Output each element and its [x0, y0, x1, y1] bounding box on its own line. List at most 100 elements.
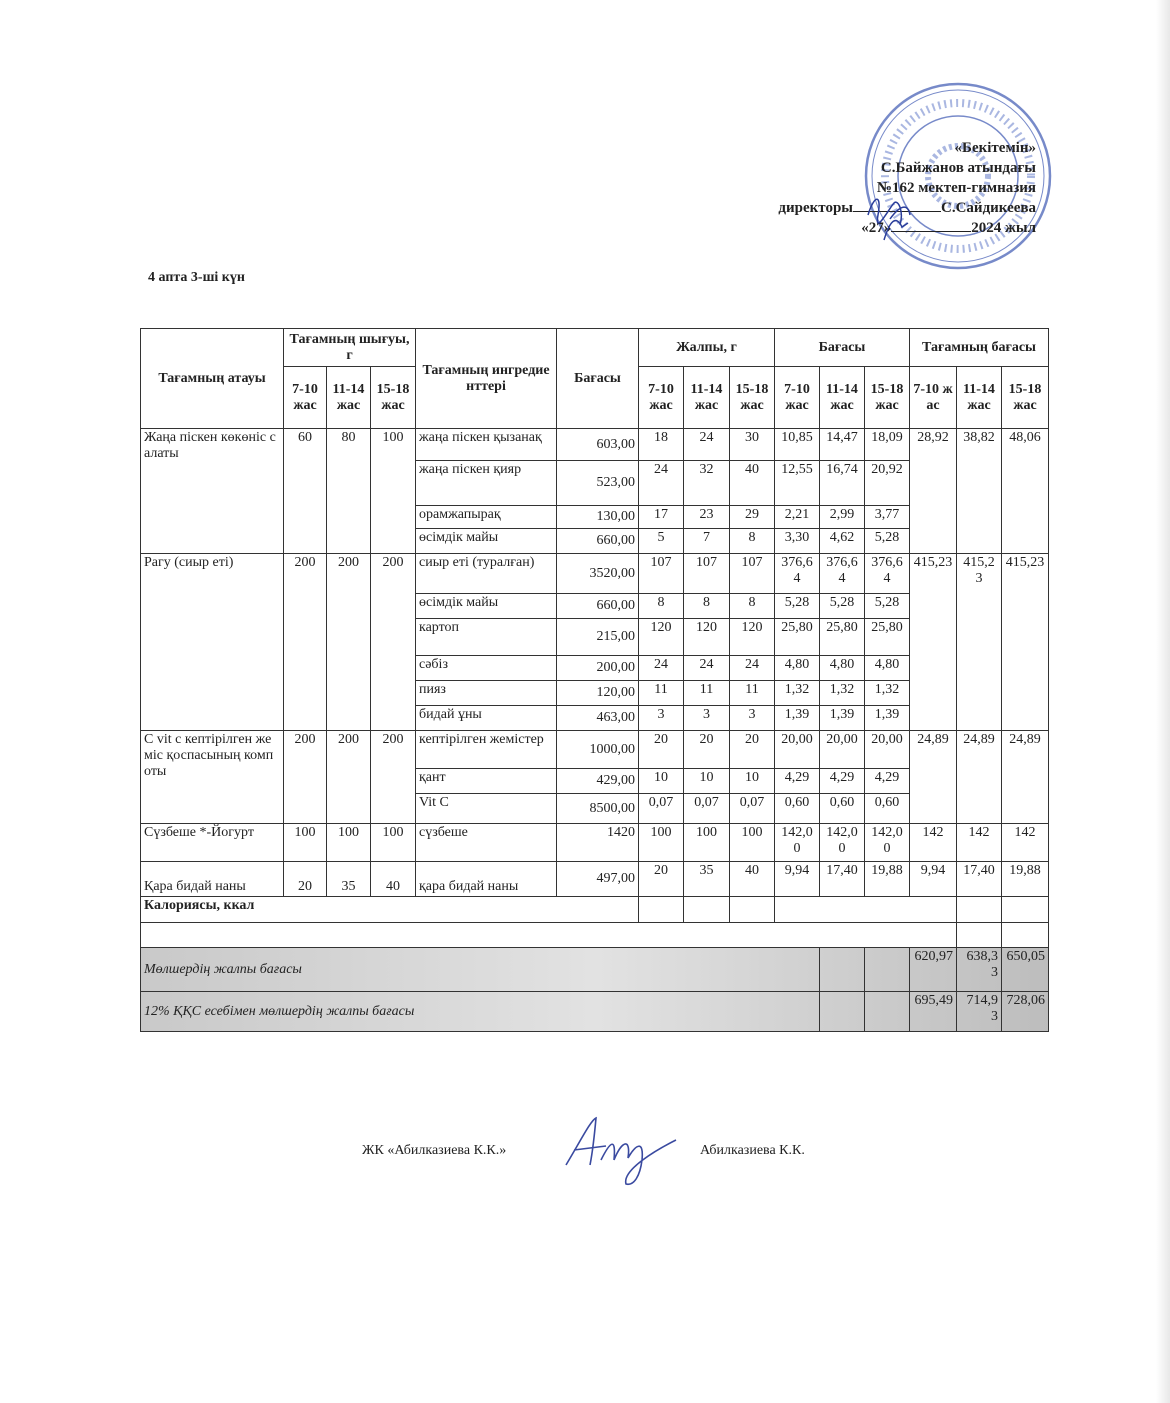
ingredient-gross: 11: [729, 680, 775, 706]
table-row: қант 429,00 10 10 10 4,29 4,29 4,29: [141, 768, 1049, 794]
ingredient-name: жаңа піскен қызанақ: [415, 428, 557, 461]
ingredient-gross: 3: [683, 705, 730, 731]
ingredient-cost: 376,64: [864, 553, 910, 594]
table-row: картоп 215,00 120 120 120 25,80 25,80 25,80: [141, 618, 1049, 656]
calories-label: Калориясы, ккал: [140, 896, 639, 923]
header-age-cost: 15-18 жас: [864, 366, 910, 429]
header-gross: Жалпы, г: [638, 328, 775, 367]
empty-cell: [774, 896, 957, 923]
ingredient-name: бидай ұны: [415, 705, 557, 731]
table-row: жаңа піскен қияр 523,00 24 32 40 12,55 16,74 20…: [141, 460, 1049, 506]
empty-cell: [864, 991, 910, 1032]
ingredient-cost: 4,29: [864, 768, 910, 794]
dish-output: 200: [370, 730, 416, 824]
header-age-gross: 15-18 жас: [729, 366, 775, 429]
ingredient-gross: 120: [638, 618, 684, 656]
ingredient-cost: 5,28: [774, 593, 820, 619]
dish-output: 40: [370, 861, 416, 897]
ingredient-gross: 24: [683, 655, 730, 681]
ingredient-cost: 20,00: [774, 730, 820, 769]
header-age-output: 11-14 жас: [326, 366, 371, 429]
empty-cell: [819, 947, 865, 992]
dish-output: 20: [283, 861, 327, 897]
ingredient-gross: 10: [638, 768, 684, 794]
approval-line2: №162 мектеп-гимназия: [876, 180, 1036, 196]
dish-output: 100: [370, 823, 416, 862]
ingredient-cost: 4,29: [819, 768, 865, 794]
official-stamp: [864, 82, 1052, 270]
ingredient-name: жаңа піскен қияр: [415, 460, 557, 506]
ingredient-price: 497,00: [556, 861, 639, 897]
ingredient-name: картоп: [415, 618, 557, 656]
dish-name: Қара бидай наны: [140, 861, 284, 897]
total-row: Мөлшердің жалпы бағасы 620,97 638,33 650,05: [140, 947, 1049, 992]
ingredient-gross: 11: [638, 680, 684, 706]
header-age-output: 15-18 жас: [370, 366, 416, 429]
blank-row: [140, 922, 1049, 948]
dish-output: 200: [326, 730, 371, 824]
ingredient-cost: 376,64: [774, 553, 820, 594]
ingredient-cost: 0,60: [864, 793, 910, 824]
ingredient-gross: 11: [683, 680, 730, 706]
ingredient-cost: 20,00: [864, 730, 910, 769]
ingredient-cost: 2,21: [774, 505, 820, 529]
empty-cell: [140, 922, 957, 948]
dish-cost: 24,89: [1001, 730, 1049, 824]
header-dish-cost: Тағамның бағасы: [909, 328, 1049, 367]
dish-cost: 415,23: [909, 553, 957, 731]
ingredient-cost: 142,00: [864, 823, 910, 862]
total-value: 650,05: [1001, 947, 1049, 992]
ingredient-gross: 0,07: [683, 793, 730, 824]
ingredient-gross: 8: [729, 593, 775, 619]
ingredient-gross: 3: [638, 705, 684, 731]
empty-cell: [819, 991, 865, 1032]
ingredient-cost: 4,62: [819, 528, 865, 554]
ingredient-cost: 0,60: [819, 793, 865, 824]
empty-cell: [956, 922, 1002, 948]
table-row: Vit C 8500,00 0,07 0,07 0,07 0,60 0,60 0,60: [141, 793, 1049, 824]
ingredient-cost: 14,47: [819, 428, 865, 461]
ingredient-gross: 107: [683, 553, 730, 594]
ingredient-price: 215,00: [556, 618, 639, 656]
ingredient-gross: 8: [729, 528, 775, 554]
header-age-gross: 7-10 жас: [638, 366, 684, 429]
ingredient-cost: 20,00: [819, 730, 865, 769]
ingredient-gross: 100: [729, 823, 775, 862]
table-row: өсімдік майы 660,00 5 7 8 3,30 4,62 5,28: [141, 528, 1049, 554]
dish-cost: 24,89: [909, 730, 957, 824]
footer-company: ЖК «Абилказиева К.К.»: [362, 1143, 507, 1158]
dish-output: 100: [283, 823, 327, 862]
ingredient-cost: 4,80: [774, 655, 820, 681]
ingredient-gross: 20: [638, 861, 684, 897]
date-day: «27»: [861, 220, 892, 236]
ingredient-name: қант: [415, 768, 557, 794]
dish-name: Сүзбеше *-Йогурт: [140, 823, 284, 862]
vat-row: 12% ҚҚС есебімен мөлшердің жалпы бағасы 6…: [140, 991, 1049, 1032]
ingredient-price: 120,00: [556, 680, 639, 706]
vat-value: 728,06: [1001, 991, 1049, 1032]
ingredient-gross: 100: [638, 823, 684, 862]
ingredient-cost: 9,94: [774, 861, 820, 897]
header-ingredients: Тағамның ингредиенттері: [415, 328, 557, 429]
ingredient-gross: 10: [729, 768, 775, 794]
empty-cell: [1001, 922, 1049, 948]
ingredient-name: қара бидай наны: [415, 861, 557, 897]
ingredient-price: 603,00: [556, 428, 639, 461]
dish-output: 100: [370, 428, 416, 554]
ingredient-gross: 40: [729, 460, 775, 506]
table-row: Жаңа піскен көкөніс салаты 60 80 100 жаңа пі…: [140, 428, 1049, 554]
header-age-dish: 15-18 жас: [1001, 366, 1049, 429]
ingredient-cost: 5,28: [864, 528, 910, 554]
ingredient-gross: 29: [729, 505, 775, 529]
ingredient-cost: 4,80: [864, 655, 910, 681]
ingredient-cost: 1,32: [864, 680, 910, 706]
header-age-cost: 11-14 жас: [819, 366, 865, 429]
ingredient-price: 523,00: [556, 460, 639, 506]
empty-cell: [1001, 896, 1049, 923]
page-edge: [1156, 0, 1170, 1403]
dish-output: 80: [326, 428, 371, 554]
ingredient-gross: 24: [638, 460, 684, 506]
empty-cell: [729, 896, 775, 923]
ingredient-gross: 24: [683, 428, 730, 461]
ingredient-gross: 20: [729, 730, 775, 769]
